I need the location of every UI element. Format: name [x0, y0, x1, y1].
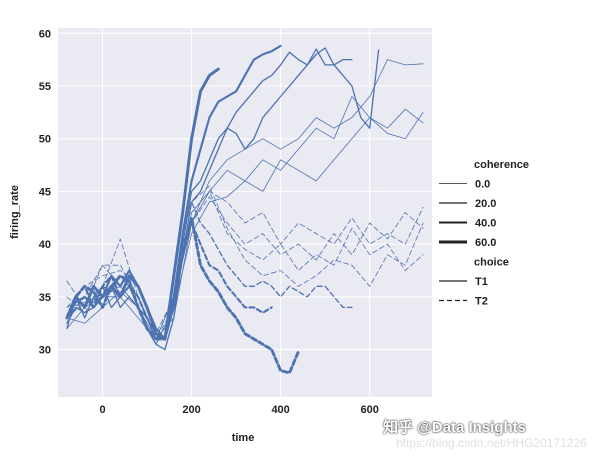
series-line-coherence-0.0-T2 [66, 185, 424, 345]
x-tick-label: 600 [360, 404, 378, 416]
series-line-coherence-0.0-T1 [66, 111, 424, 345]
series-line-coherence-0.0-T2 [66, 191, 424, 340]
series-line-coherence-0.0-T2 [66, 196, 424, 335]
series-line-coherence-40.0-T2 [65, 221, 273, 341]
y-tick-labels: 30 35 40 45 50 55 60 [39, 28, 51, 356]
legend-label-coherence: 40.0 [475, 218, 496, 230]
watermark-url: https://blog.csdn.net/HHG20171226 [396, 436, 587, 450]
y-axis-label: firing_rate [9, 185, 21, 239]
series-line-coherence-0.0-T1 [66, 59, 424, 340]
series-line-coherence-20.0-T1 [66, 47, 380, 340]
watermark: 知乎 @Data Insights [383, 419, 526, 436]
y-tick-label: 55 [39, 81, 51, 93]
legend-label-coherence: 0.0 [475, 179, 490, 191]
y-tick-label: 35 [39, 292, 51, 304]
series-line-coherence-20.0-T2 [66, 201, 353, 340]
legend-label-coherence: 20.0 [475, 198, 496, 210]
legend-label-choice: T1 [475, 276, 488, 288]
x-tick-labels: 0 200 400 600 [99, 404, 378, 416]
y-tick-label: 30 [39, 345, 51, 357]
y-tick-label: 40 [39, 239, 51, 251]
legend-title-choice: choice [474, 257, 509, 269]
legend-title-coherence: coherence [474, 159, 529, 171]
x-tick-label: 400 [271, 404, 289, 416]
series-line-coherence-20.0-T1 [66, 48, 353, 351]
y-tick-label: 45 [39, 186, 51, 198]
y-tick-label: 60 [39, 28, 51, 40]
series-layer [65, 44, 424, 375]
y-tick-label: 50 [39, 134, 51, 146]
legend-label-choice: T2 [475, 296, 488, 308]
legend: coherence 0.0 20.0 40.0 60.0 choice T1 T2 [439, 159, 529, 308]
x-axis-label: time [232, 432, 255, 444]
legend-label-coherence: 60.0 [475, 237, 496, 249]
x-tick-label: 200 [182, 404, 200, 416]
x-tick-label: 0 [99, 404, 105, 416]
